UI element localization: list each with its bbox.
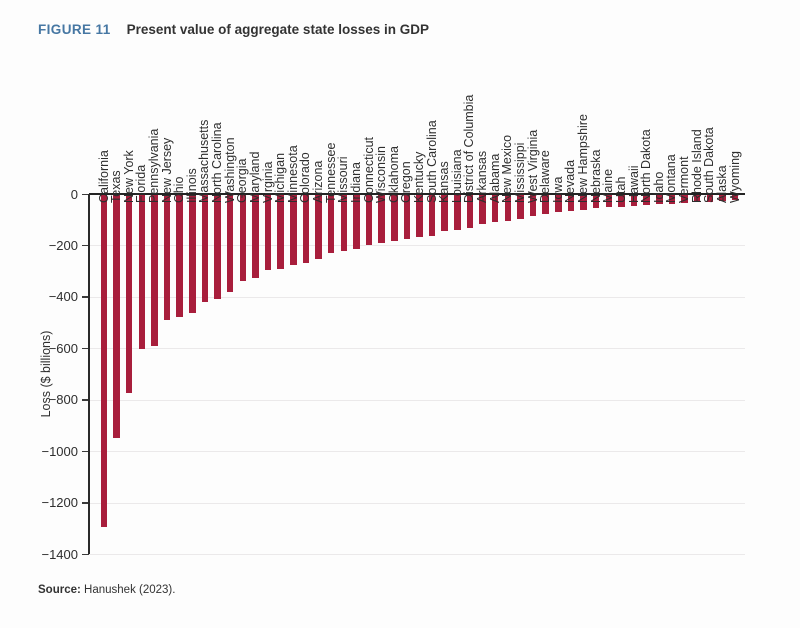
bar: [340, 195, 348, 252]
bar: [441, 195, 448, 231]
bar: [656, 195, 663, 205]
state-label: Alaska: [714, 165, 729, 203]
bar: [214, 195, 221, 300]
y-tick-label: 0: [70, 186, 78, 202]
figure-header: FIGURE 11 Present value of aggregate stat…: [38, 22, 429, 37]
y-tick-label: −200: [48, 237, 78, 253]
bar: [428, 195, 436, 237]
bar: [706, 195, 713, 202]
bar: [378, 195, 385, 243]
y-tick-mark: [82, 502, 89, 504]
bar: [264, 195, 272, 270]
bar: [529, 195, 537, 216]
bar: [592, 195, 600, 209]
source-text: Hanushek (2023).: [84, 584, 176, 596]
bar: [391, 195, 398, 242]
figure-title: Present value of aggregate state losses …: [126, 22, 429, 37]
gridline: [89, 399, 745, 401]
y-tick-mark: [82, 347, 89, 350]
bar: [403, 195, 411, 239]
y-tick-label: −800: [48, 392, 78, 408]
bar: [100, 195, 108, 527]
state-label: Utah: [613, 176, 628, 203]
bar: [353, 195, 360, 250]
bar: [567, 195, 575, 211]
bar: [277, 195, 284, 269]
bar: [466, 195, 474, 229]
figure-label: FIGURE 11: [38, 22, 111, 37]
bar: [365, 195, 373, 245]
gridline: [89, 348, 745, 350]
x-axis-zero-line: [89, 193, 745, 195]
state-label: Indiana: [348, 161, 363, 203]
source-label: Source:: [38, 584, 81, 596]
gridline: [89, 245, 745, 247]
y-tick-mark: [82, 296, 89, 298]
bar: [668, 195, 676, 204]
state-label: Mississippi: [512, 142, 527, 203]
y-tick-label: −400: [48, 289, 78, 305]
gridline: [89, 502, 745, 504]
bar: [605, 195, 613, 208]
state-label: Maryland: [247, 151, 262, 203]
bar: [138, 195, 146, 350]
bar: [151, 195, 158, 347]
y-tick-label: −1200: [41, 495, 78, 511]
bar: [113, 195, 120, 438]
y-axis-line: [88, 194, 90, 554]
bar: [454, 195, 461, 230]
bar: [643, 195, 650, 206]
y-tick-mark: [82, 244, 89, 247]
bar: [163, 195, 171, 320]
bar: [327, 195, 335, 254]
bar: [491, 195, 499, 222]
bar: [517, 195, 524, 219]
bar: [290, 195, 297, 265]
bar: [416, 195, 423, 238]
bar: [189, 195, 196, 314]
source-note: Source: Hanushek (2023).: [38, 584, 175, 596]
y-tick-mark: [82, 450, 89, 453]
bar: [315, 195, 322, 260]
gridline: [89, 554, 745, 555]
state-label: Wyoming: [727, 151, 742, 203]
y-tick-mark: [82, 193, 89, 195]
bar: [731, 195, 739, 201]
bar: [252, 195, 259, 278]
bar: [226, 195, 234, 292]
bar: [125, 195, 133, 393]
gridline: [89, 296, 745, 298]
y-tick-mark: [82, 553, 89, 555]
bar: [618, 195, 625, 207]
bar: [479, 195, 486, 224]
y-tick-label: −1000: [41, 443, 78, 459]
bar: [555, 195, 562, 213]
bar: [693, 195, 701, 203]
gridline: [89, 451, 745, 453]
bar: [176, 195, 183, 318]
bar: [681, 195, 688, 203]
bar: [201, 195, 209, 302]
bar: [719, 195, 726, 202]
bar: [302, 195, 310, 264]
y-tick-label: −1400: [41, 546, 78, 562]
bar: [630, 195, 638, 206]
y-tick-label: −600: [48, 340, 78, 356]
bar: [504, 195, 512, 221]
bar: [542, 195, 549, 215]
bar: [580, 195, 587, 210]
bar: [239, 195, 247, 281]
y-tick-mark: [82, 399, 89, 401]
